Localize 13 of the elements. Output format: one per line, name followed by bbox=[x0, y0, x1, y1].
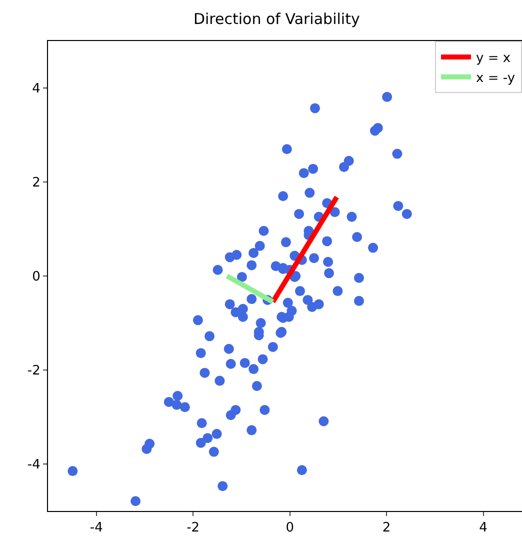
legend-label: x = -y bbox=[476, 70, 516, 86]
x-tick-label: 2 bbox=[382, 520, 391, 536]
x-tick-label: -4 bbox=[90, 520, 103, 536]
chart-title: Direction of Variability bbox=[193, 10, 360, 28]
y-tick-label: 4 bbox=[32, 82, 40, 97]
y-tick-label: 2 bbox=[32, 176, 40, 191]
y-tick-label: 0 bbox=[32, 270, 40, 285]
y-tick-label: -2 bbox=[27, 364, 40, 379]
x-tick-label: -2 bbox=[186, 520, 200, 536]
legend-label: y = x bbox=[476, 51, 511, 66]
x-tick-label: 4 bbox=[479, 520, 488, 536]
x-tick-label: 0 bbox=[286, 520, 294, 536]
y-tick-label: -4 bbox=[27, 458, 40, 473]
